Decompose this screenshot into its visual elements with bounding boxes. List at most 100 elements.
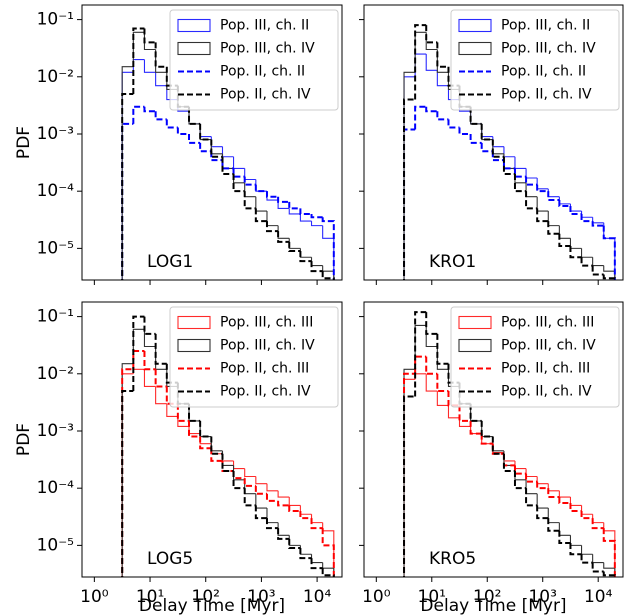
hist-step bbox=[502, 156, 515, 175]
hist-step bbox=[425, 373, 438, 392]
hist-step bbox=[425, 312, 438, 335]
hist-step bbox=[210, 139, 223, 158]
hist-step bbox=[491, 139, 504, 158]
hist-step bbox=[536, 505, 549, 520]
hist-step bbox=[188, 111, 201, 125]
y-tick-label: 10⁻³ bbox=[37, 421, 74, 441]
legend-label: Pop. III, ch. IV bbox=[220, 41, 315, 57]
plot-area bbox=[121, 27, 335, 280]
legend-box bbox=[169, 9, 339, 111]
hist-step bbox=[165, 119, 178, 129]
hist-step bbox=[580, 213, 593, 223]
hist-step bbox=[199, 123, 212, 141]
panel: KRO1 Pop. III, ch. II Pop. III, ch. IV Pop.… bbox=[359, 4, 624, 285]
hist-step bbox=[288, 208, 301, 215]
hist-step bbox=[188, 133, 201, 144]
hist-step bbox=[322, 522, 335, 577]
x-tick-label: 10³ bbox=[247, 587, 275, 607]
hist-step bbox=[277, 522, 290, 536]
hist-step bbox=[310, 518, 323, 530]
hist-step bbox=[481, 123, 493, 141]
hist-step bbox=[403, 76, 416, 280]
legend-label: Pop. III, ch. II bbox=[220, 18, 309, 34]
hist-step bbox=[436, 373, 449, 393]
legend-label: Pop. III, ch. III bbox=[220, 315, 313, 331]
hist-step bbox=[436, 42, 449, 68]
hist-step bbox=[602, 274, 616, 280]
hist-step bbox=[121, 71, 134, 280]
hist-step bbox=[436, 391, 449, 406]
hist-step bbox=[310, 554, 323, 564]
hist-step bbox=[210, 436, 223, 455]
hist-step bbox=[243, 478, 256, 487]
hist-step bbox=[525, 191, 538, 210]
hist-step bbox=[299, 250, 312, 263]
hist-step bbox=[458, 417, 471, 428]
legend-swatch bbox=[458, 338, 492, 353]
hist-step bbox=[436, 333, 449, 365]
hist-step bbox=[492, 436, 504, 452]
hist-step bbox=[469, 133, 482, 144]
hist-step bbox=[322, 225, 335, 280]
hist-step bbox=[425, 106, 438, 113]
hist-step bbox=[232, 470, 245, 480]
hist-step bbox=[503, 450, 515, 466]
y-tick-label: 10⁻² bbox=[37, 364, 74, 384]
hist-step bbox=[221, 450, 234, 466]
hist-step bbox=[547, 191, 560, 202]
hist-step bbox=[210, 448, 223, 462]
hist-step bbox=[558, 522, 571, 536]
hist-step bbox=[210, 136, 223, 148]
hist-step bbox=[536, 493, 549, 509]
hist-step bbox=[132, 31, 145, 67]
hist-step bbox=[288, 238, 301, 249]
hist-step bbox=[288, 538, 301, 549]
hist-step bbox=[536, 196, 549, 212]
hist-step bbox=[266, 191, 279, 201]
hist-step bbox=[254, 208, 267, 223]
plot-area bbox=[403, 311, 616, 577]
hist-step bbox=[503, 452, 515, 462]
hist-step bbox=[558, 233, 571, 248]
hist-step bbox=[469, 106, 482, 125]
hist-step bbox=[603, 222, 616, 280]
hist-step bbox=[265, 518, 279, 530]
hist-step bbox=[581, 545, 593, 555]
hist-step bbox=[277, 231, 290, 243]
legend-label: Pop. III, ch. III bbox=[501, 315, 594, 331]
hist-step bbox=[143, 329, 156, 348]
hist-step bbox=[132, 59, 145, 73]
x-tick-label: 10⁰ bbox=[362, 587, 391, 607]
hist-step bbox=[592, 217, 604, 224]
hist-step bbox=[321, 528, 335, 577]
hist-step bbox=[414, 53, 427, 77]
hist-step bbox=[277, 500, 290, 507]
y-tick-label: 10⁻³ bbox=[37, 124, 74, 144]
panel: 10⁰ 10¹ 10² 10³ 10⁴ 10⁻¹ 10⁻² 10⁻³ 10⁻⁴ 10⁻⁵ LOG5 P… bbox=[14, 301, 343, 616]
hist-step bbox=[188, 403, 201, 422]
hist-step bbox=[425, 54, 438, 71]
hist-step bbox=[243, 488, 256, 507]
hist-step bbox=[255, 493, 267, 509]
hist-step bbox=[132, 105, 145, 124]
hist-step bbox=[232, 470, 245, 490]
legend-swatch bbox=[177, 315, 211, 330]
hist-step bbox=[603, 522, 616, 577]
hist-step bbox=[199, 420, 212, 438]
hist-step bbox=[121, 66, 134, 280]
hist-step bbox=[480, 123, 493, 141]
legend-label: Pop. II, ch. III bbox=[501, 361, 590, 377]
hist-step bbox=[502, 453, 515, 472]
hist-step bbox=[243, 176, 256, 186]
hist-step bbox=[155, 72, 167, 87]
hist-step bbox=[414, 31, 427, 73]
hist-step bbox=[513, 168, 527, 178]
hist-step bbox=[143, 28, 156, 44]
hist-step bbox=[425, 32, 438, 51]
hist-step bbox=[602, 571, 616, 577]
hist-step bbox=[558, 497, 571, 505]
hist-step bbox=[244, 168, 256, 181]
hist-step bbox=[569, 203, 582, 212]
y-tick-label: 10⁻² bbox=[37, 67, 74, 87]
hist-step bbox=[414, 311, 427, 397]
